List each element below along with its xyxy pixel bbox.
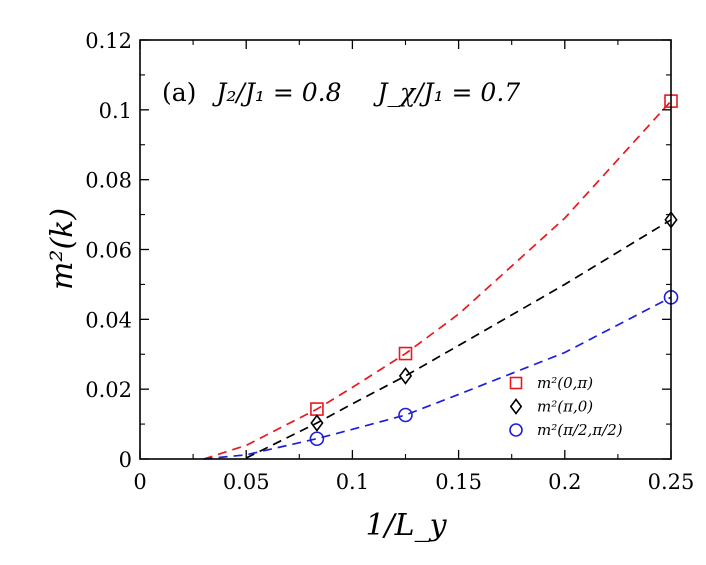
y-tick-label: 0.1 — [99, 99, 132, 123]
fit-lines — [203, 100, 672, 460]
y-tick-label: 0.04 — [85, 308, 132, 332]
ratio-j2-j1: J₂/J₁ = 0.8 — [211, 78, 341, 107]
x-tick-label: 0 — [133, 470, 146, 494]
data-markers — [309, 94, 679, 447]
data-point-series-2 — [310, 414, 324, 432]
legend-marker-series-3 — [509, 423, 523, 437]
y-tick-label: 0.08 — [85, 169, 132, 193]
legend-label-series-2: m²(π,0) — [537, 398, 593, 416]
legend: m²(0,π) m²(π,0) m²(π/2,π/2) — [509, 374, 623, 439]
y-tick-label: 0 — [119, 448, 132, 472]
x-tick-label: 0.05 — [223, 470, 270, 494]
panel-label: (a) — [162, 78, 196, 107]
legend-label-series-3: m²(π/2,π/2) — [537, 421, 623, 439]
y-tick-label: 0.12 — [85, 29, 132, 53]
y-axis-title: m²(k) — [45, 208, 80, 290]
x-tick-label: 0.25 — [648, 470, 695, 494]
ratio-jchi-j1: J_χ/J₁ = 0.7 — [372, 78, 520, 107]
tick-labels: 0 0.05 0.1 0.15 0.2 0.25 0 0.02 0.04 0.06 0.08 0.1 0… — [85, 29, 694, 494]
panel-annotation: (a) J₂/J₁ = 0.8 J_χ/J₁ = 0.7 — [162, 78, 520, 107]
legend-marker-series-1 — [509, 376, 523, 390]
x-tick-label: 0.15 — [435, 470, 482, 494]
fit-line-series-2 — [245, 219, 672, 459]
x-tick-label: 0.1 — [336, 470, 369, 494]
data-point-series-3 — [398, 407, 413, 423]
data-point-series-3 — [309, 431, 325, 447]
x-axis-title: 1/L_y — [365, 508, 447, 543]
y-tick-label: 0.02 — [85, 378, 132, 402]
legend-marker-series-2 — [509, 398, 523, 415]
y-tick-label: 0.06 — [85, 239, 132, 263]
axis-ticks — [139, 39, 672, 460]
x-tick-label: 0.2 — [548, 470, 581, 494]
data-point-series-1 — [398, 346, 413, 361]
fit-line-series-1 — [203, 100, 672, 460]
legend-label-series-1: m²(0,π) — [537, 374, 593, 392]
data-point-series-2 — [398, 367, 413, 385]
